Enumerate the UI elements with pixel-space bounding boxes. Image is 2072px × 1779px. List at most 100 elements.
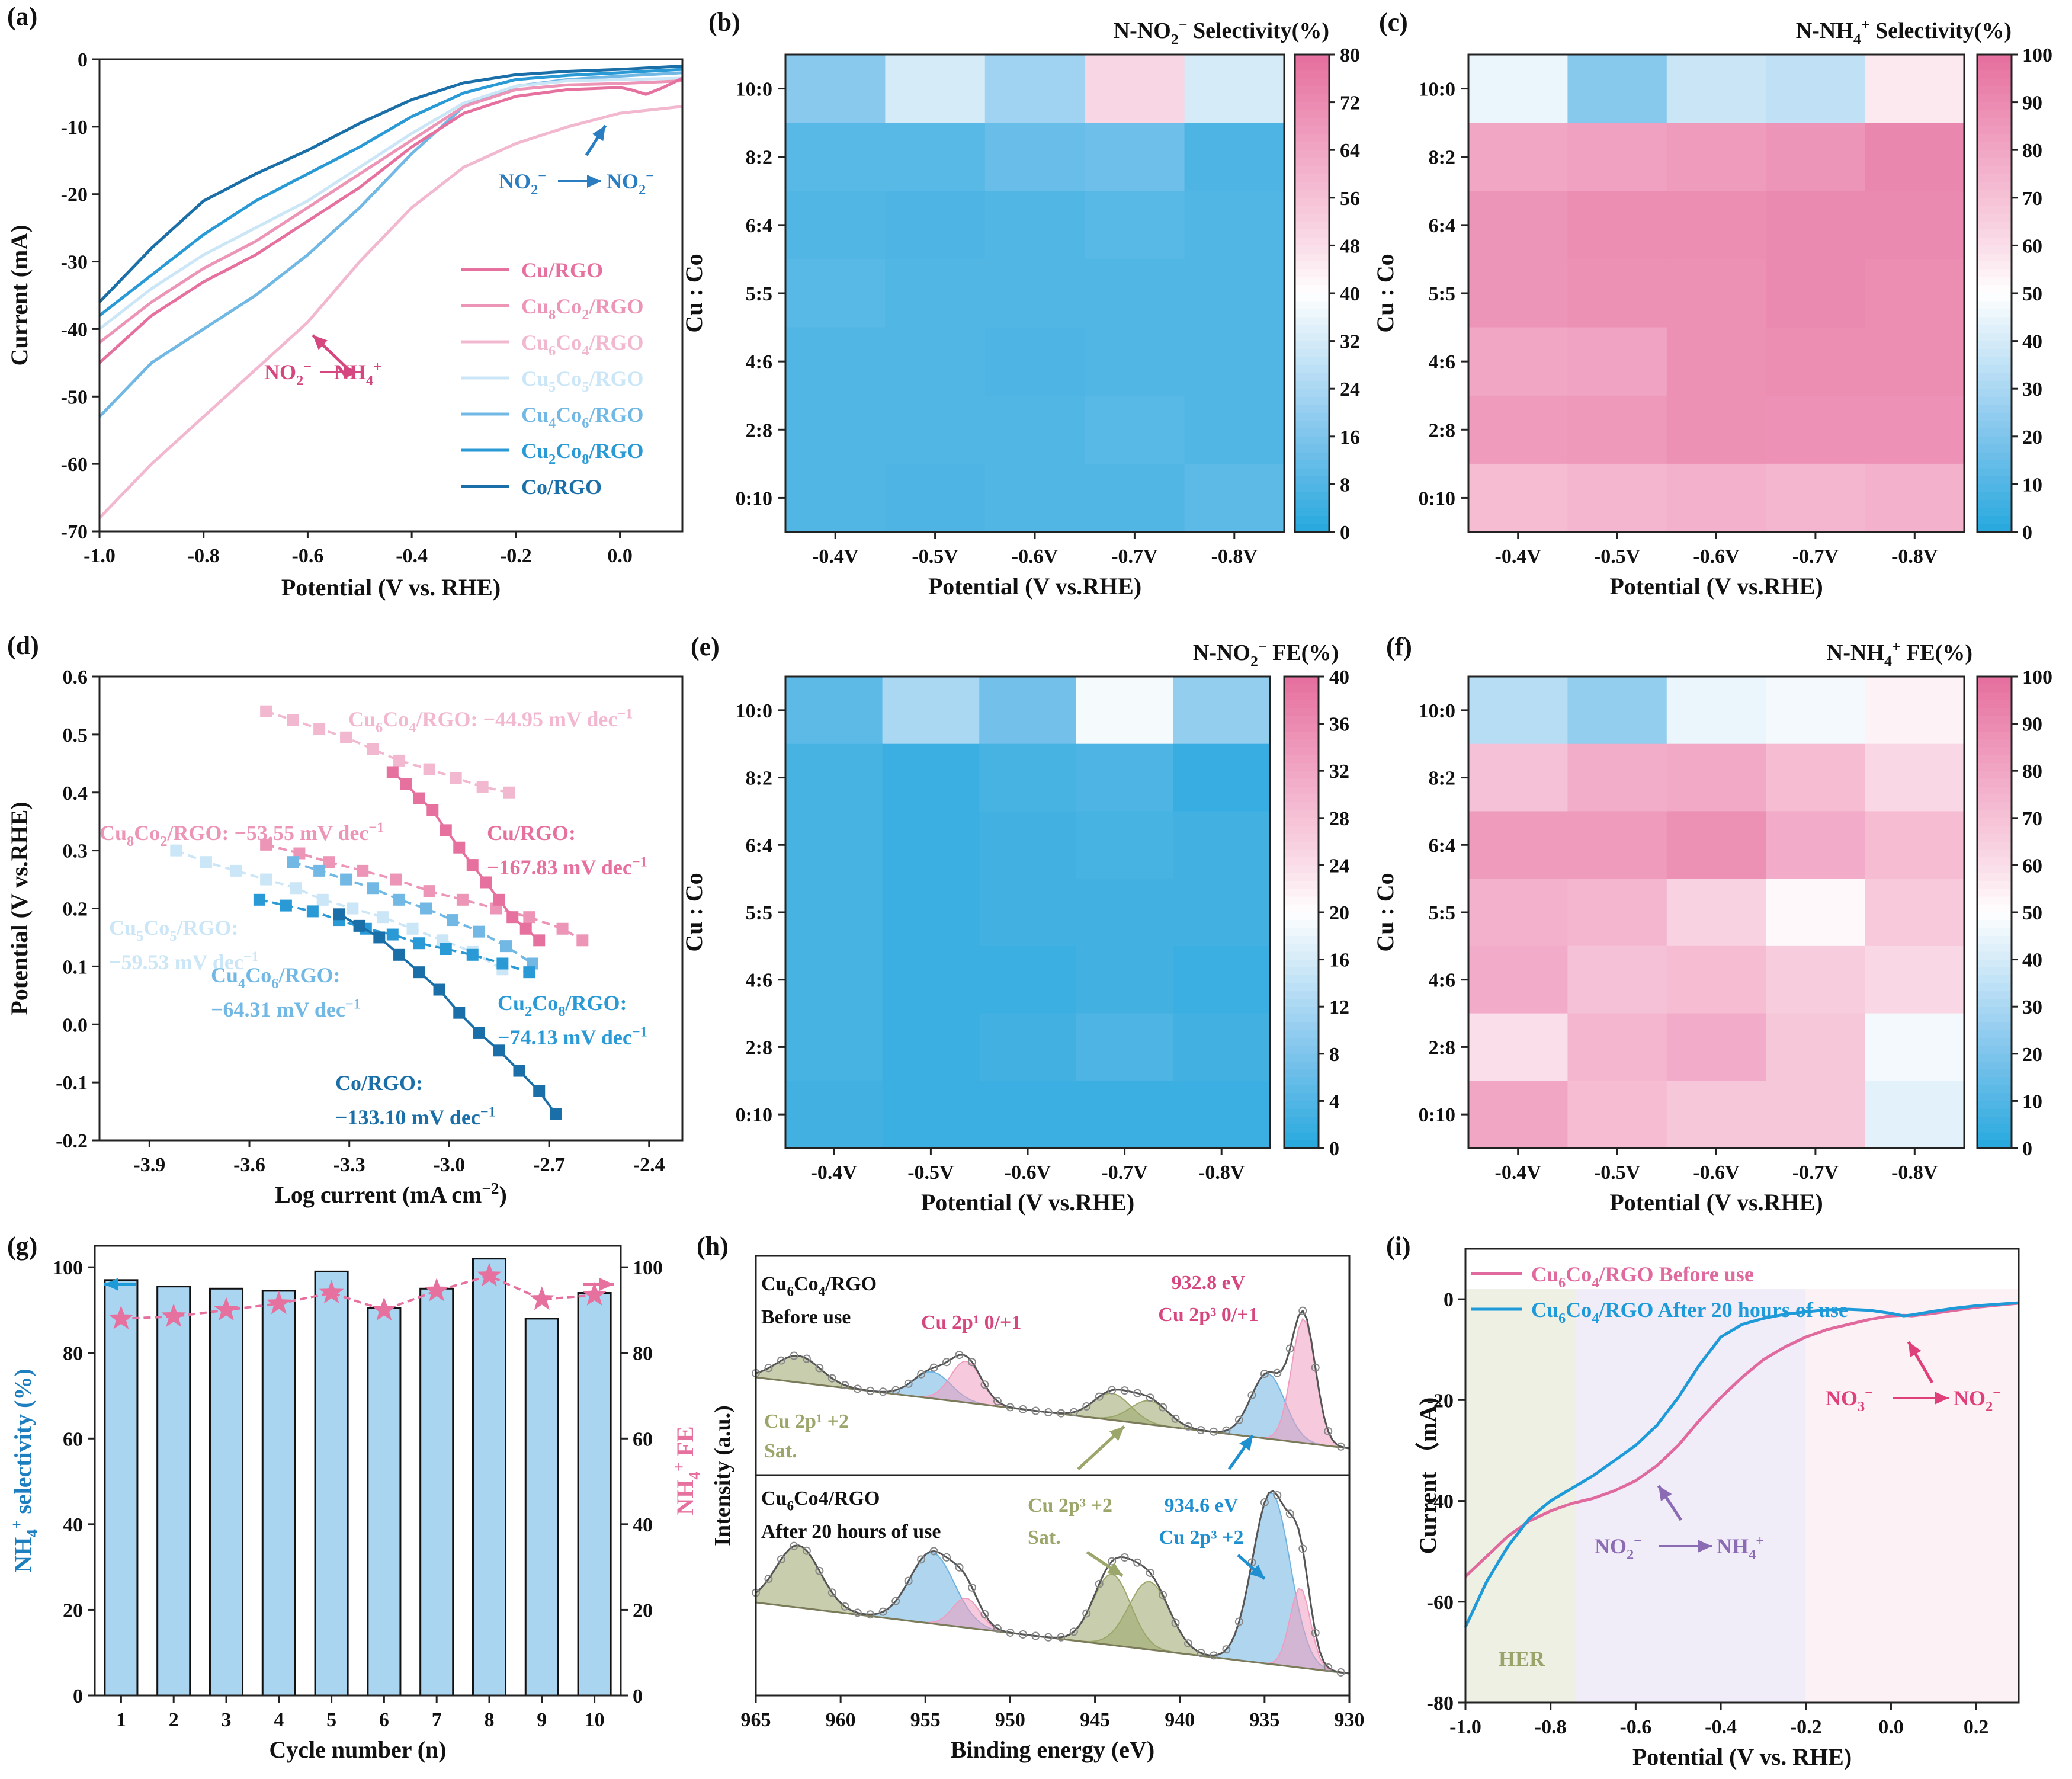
xps-before-raw-point — [1324, 1427, 1333, 1435]
colorbar-step — [1284, 865, 1319, 874]
label-part: 2:8 — [1429, 419, 1455, 441]
label-part: -0.8V — [1891, 1162, 1938, 1184]
colorbar-step — [1284, 810, 1319, 819]
label-part: + — [373, 358, 381, 374]
line-cu2co8 — [98, 68, 683, 317]
colorbar-step — [1284, 692, 1319, 701]
heat-cell — [1173, 677, 1271, 745]
data-point-cu6co4 — [313, 723, 326, 735]
colorbar-tick-label: 20 — [2022, 1044, 2042, 1066]
colorbar-step — [1295, 269, 1329, 278]
colorbar-step — [1284, 983, 1319, 992]
sample-label-before: Cu6Co4/RGO — [761, 1273, 877, 1300]
label-part: 940 — [1165, 1709, 1195, 1731]
heat-cell — [1076, 1013, 1173, 1081]
data-point-cu6co4 — [393, 754, 406, 767]
heat-cell — [984, 395, 1085, 464]
legend-label: Co/RGO — [521, 475, 602, 499]
label-part: 3 — [222, 1709, 232, 1731]
heat-cell — [1468, 395, 1568, 464]
label-part: 20 — [2022, 427, 2042, 448]
colorbar-step — [1977, 253, 2012, 262]
colorbar-step — [1295, 373, 1329, 382]
x-tick-label: -1.0 — [84, 545, 116, 567]
label-part: FE(%) — [1901, 640, 1972, 665]
label-part: −1 — [617, 706, 633, 722]
line-before — [1464, 1302, 2019, 1578]
label-part: -0.1 — [56, 1072, 88, 1094]
heat-cell — [785, 395, 886, 464]
data-point-cu8co2 — [556, 922, 569, 935]
label-part: Cu — [211, 963, 238, 987]
xps-after-raw-point — [1311, 1629, 1320, 1637]
label-part: 0 — [1340, 522, 1350, 544]
label-part: -0.2 — [500, 545, 532, 567]
xps-before-raw-point — [993, 1397, 1002, 1406]
label-part: 12 — [1329, 996, 1349, 1018]
label-part: 4 — [819, 1284, 826, 1300]
heat-cell — [1468, 743, 1568, 812]
colorbar-step — [1284, 818, 1319, 826]
xps-before-raw-point — [1031, 1406, 1040, 1415]
data-point-cu4co6 — [447, 914, 459, 927]
colorbar-step — [1977, 492, 2012, 501]
x-tick-label: -0.4V — [812, 546, 859, 568]
x-tick-label: 0.0 — [607, 545, 633, 567]
heat-cell — [1184, 327, 1285, 396]
label-part: 64 — [1340, 140, 1360, 162]
slope-label-cu2co8: Cu2Co8/RGO: — [498, 991, 627, 1020]
label-part: −133.10 mV dec — [335, 1105, 480, 1129]
label-part: 10:0 — [736, 79, 772, 101]
data-point-cu8co2 — [357, 864, 369, 877]
label-part: 10:0 — [1419, 79, 1455, 101]
colorbar-step — [1284, 723, 1319, 732]
peak-label: Cu 2p¹ +2 — [764, 1411, 849, 1432]
plot-frame-g — [94, 1245, 622, 1697]
x-tick-label: -0.4V — [1495, 1162, 1542, 1184]
data-point-cu6co4 — [340, 731, 352, 743]
data-point-cu5co5 — [406, 922, 419, 935]
heat-cell — [785, 811, 883, 879]
colorbar-step — [1977, 206, 2012, 214]
heat-cell — [1085, 327, 1185, 396]
label-part: Cu — [348, 707, 376, 731]
label-part: -3.3 — [333, 1154, 365, 1176]
y-tick-label: -30 — [61, 252, 88, 274]
colorbar-tick-label: 20 — [2022, 427, 2042, 448]
colorbar-tick-label: 48 — [1340, 235, 1360, 257]
data-point-cu2co8 — [466, 948, 479, 961]
x-tick-label: -0.4V — [811, 1162, 858, 1184]
colorbar-step — [1977, 94, 2012, 103]
heat-cell — [885, 123, 986, 191]
heat-cell — [785, 463, 886, 533]
heat-cell — [1468, 191, 1568, 259]
data-point-cu4co6 — [367, 882, 379, 895]
colorbar-step — [1977, 1069, 2012, 1078]
label-part: Co — [143, 916, 169, 940]
label-part: 40 — [633, 1514, 653, 1536]
heat-cell — [1076, 743, 1173, 812]
label-part: 0:10 — [1419, 488, 1455, 509]
heat-cell — [979, 945, 1077, 1014]
y-tick-label: 8:2 — [1429, 147, 1455, 169]
heat-cell — [979, 743, 1077, 812]
label-part: Cu 2p³ +2 — [1159, 1527, 1244, 1549]
data-point-cu5co5 — [200, 856, 212, 868]
colorbar-step — [1284, 731, 1319, 740]
colorbar-step — [1284, 920, 1319, 929]
label-part: -40 — [61, 319, 88, 341]
colorbar-step — [1977, 261, 2012, 270]
label-part: 5 — [169, 928, 177, 944]
data-point-co — [453, 1007, 466, 1019]
colorbar-step — [1284, 826, 1319, 834]
y-tick-label: 60 — [63, 1428, 83, 1450]
label-part: 10 — [2022, 474, 2042, 496]
x-tick-label: 6 — [379, 1709, 389, 1731]
xps-before-raw-point — [1209, 1427, 1218, 1436]
label-part: −1 — [368, 819, 384, 835]
colorbar-step — [1977, 723, 2012, 732]
label-part: 0 — [73, 1685, 83, 1707]
colorbar-step — [1284, 1124, 1319, 1133]
label-part: Log current (mA cm — [275, 1181, 482, 1208]
